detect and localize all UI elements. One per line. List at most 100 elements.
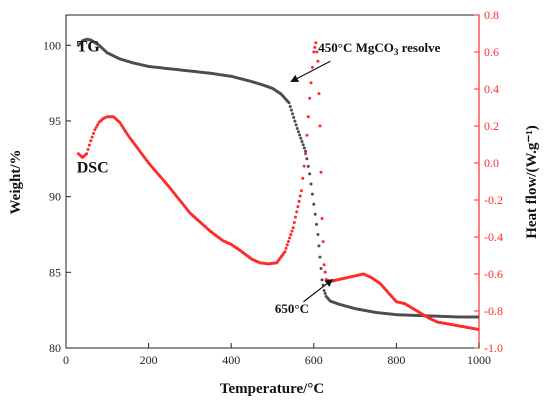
left-tick-label: 80 [49, 341, 61, 355]
right-tick-label: -1.0 [484, 341, 503, 355]
data-point [318, 255, 322, 259]
data-point [313, 45, 317, 49]
bottom-tick-label: 200 [140, 353, 158, 367]
left-tick-label: 85 [49, 265, 61, 279]
plot-frame [65, 14, 480, 349]
data-point [304, 149, 308, 153]
data-point [321, 240, 325, 244]
right-tick-label: 0.8 [484, 8, 499, 22]
left-tick-label: 90 [49, 190, 61, 204]
data-point [288, 104, 292, 108]
data-point [302, 164, 306, 168]
data-point [312, 50, 316, 54]
data-point [323, 292, 327, 296]
x-axis-title: Temperature/°C [220, 381, 324, 397]
data-point [89, 139, 93, 143]
data-point [92, 131, 96, 135]
data-point [305, 157, 309, 161]
series-label-tg: TG [77, 38, 101, 55]
right-tick-label: 0.2 [484, 119, 499, 133]
data-point [306, 115, 310, 119]
data-point [315, 50, 319, 54]
data-point [90, 135, 94, 139]
data-point [294, 123, 298, 127]
right-tick-label: -0.6 [484, 267, 503, 281]
data-point [322, 263, 326, 267]
series-dsc [76, 41, 479, 331]
data-point [320, 278, 324, 282]
right-tick-label: 0.6 [484, 45, 499, 59]
left-axis-ticks: 80 85 90 95 100 [43, 38, 71, 355]
data-point [284, 246, 288, 250]
annotations: 450°C MgCO3 resolve 650°C [275, 40, 441, 316]
data-point [315, 222, 319, 226]
data-point [312, 202, 316, 206]
data-point [296, 205, 300, 209]
data-point [295, 210, 299, 214]
annotation-arrow [303, 278, 334, 303]
data-point [310, 192, 314, 196]
data-point [285, 243, 289, 247]
data-point [296, 130, 300, 134]
data-point [477, 315, 479, 319]
bottom-axis-ticks: 0 200 400 600 800 1000 [63, 343, 491, 367]
right-tick-label: -0.2 [484, 193, 503, 207]
annotation-1: 450°C MgCO3 resolve [290, 40, 441, 83]
annotation-arrow [290, 60, 331, 83]
right-axis-ticks: -1.0 -0.8 -0.6 -0.4 -0.2 0.0 0.2 0.4 0.6 0.8 [474, 8, 503, 355]
data-point [299, 189, 303, 193]
data-point [323, 270, 327, 274]
series-labels: TG DSC [77, 38, 109, 176]
data-point [304, 152, 308, 156]
annotation-2: 650°C [275, 278, 334, 316]
data-point [301, 176, 305, 180]
bottom-tick-label: 400 [222, 353, 240, 367]
data-point [313, 212, 317, 216]
data-point [96, 123, 100, 127]
data-point [290, 229, 294, 233]
data-point [306, 164, 310, 168]
bottom-tick-label: 800 [387, 353, 405, 367]
data-point [298, 194, 302, 198]
data-point [293, 119, 297, 123]
data-point [320, 217, 324, 220]
right-tick-label: -0.4 [484, 230, 503, 244]
data-point [316, 59, 320, 63]
data-point [295, 127, 299, 131]
data-point [292, 115, 296, 119]
data-point [316, 232, 320, 236]
data-point [297, 199, 301, 203]
data-point [308, 96, 312, 100]
right-tick-label: -0.8 [484, 304, 503, 318]
data-point [308, 172, 312, 176]
data-point [289, 108, 293, 112]
left-tick-label: 100 [43, 38, 61, 52]
data-point [292, 220, 296, 224]
left-tick-label: 95 [49, 114, 61, 128]
data-point [85, 152, 89, 156]
data-point [310, 65, 314, 69]
data-point [291, 112, 295, 116]
left-axis-title: Weight/% [8, 149, 24, 214]
data-point [286, 239, 290, 243]
series-layer [76, 37, 479, 331]
data-point [289, 233, 293, 237]
data-point [322, 288, 326, 292]
series-label-dsc: DSC [77, 159, 109, 176]
data-point [291, 226, 295, 230]
right-tick-label: 0.4 [484, 82, 499, 96]
data-point [317, 92, 321, 96]
data-point [93, 128, 97, 132]
annotation-text: 650°C [275, 301, 309, 316]
data-point [301, 143, 305, 147]
data-point [318, 124, 322, 128]
series-tg [76, 37, 479, 319]
data-point [287, 101, 291, 105]
data-point [288, 236, 292, 240]
data-point [319, 267, 323, 271]
data-point [299, 136, 303, 140]
right-axis-title: Heat flow/(W.g⁻¹) [524, 125, 540, 239]
data-point [86, 147, 90, 151]
data-point [477, 328, 479, 331]
